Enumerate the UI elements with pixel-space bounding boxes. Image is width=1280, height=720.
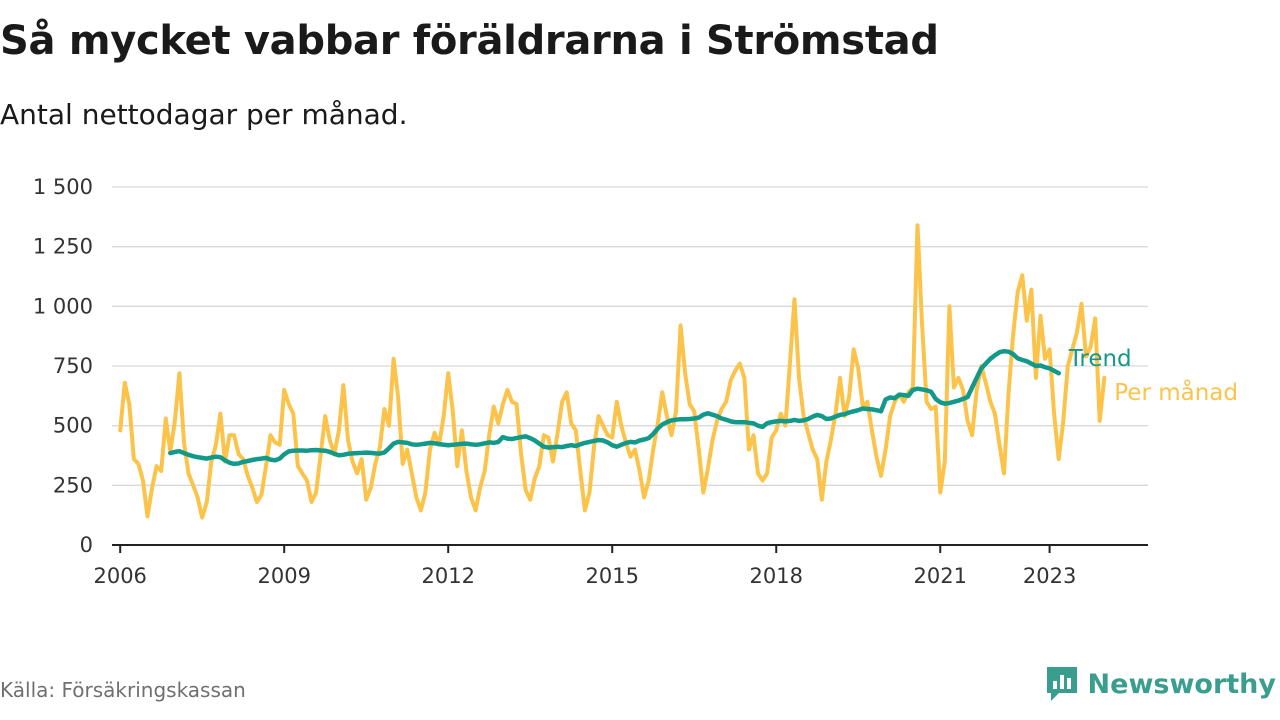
y-axis-tick-labels: 0 250 500 750 1 000 1 250 1 500 [33,175,93,557]
chart-title: Så mycket vabbar föräldrarna i Strömstad [0,18,939,64]
x-tick-label: 2006 [93,564,146,588]
series-lines [118,223,1107,520]
chart-subtitle: Antal nettodagar per månad. [0,98,408,131]
x-tick-label: 2021 [914,564,967,588]
y-tick-label: 1 000 [33,294,93,318]
x-tick-label: 2009 [257,564,310,588]
y-tick-label: 1 500 [33,175,93,199]
x-axis: 2006 2009 2012 2015 2018 2021 2023 [93,544,1148,588]
x-tick-label: 2018 [750,564,803,588]
series-label: Trend [1068,346,1132,372]
y-tick-label: 500 [53,414,93,438]
x-tick-label: 2012 [421,564,474,588]
source-note: Källa: Försäkringskassan [0,678,246,702]
y-tick-label: 1 250 [33,235,93,259]
y-tick-label: 0 [80,533,93,557]
gridlines [112,186,1148,486]
x-tick-label: 2023 [1023,564,1076,588]
x-tick-label: 2015 [586,564,639,588]
monthly-line [118,223,1107,520]
trend-line [168,348,1061,467]
brand-name: Newsworthy [1087,668,1276,700]
series-labels: Trend Per månad [1068,346,1238,406]
brand-logo: Newsworthy [1044,664,1276,704]
y-tick-label: 250 [53,473,93,497]
series-label: Per månad [1114,378,1238,406]
y-tick-label: 750 [53,354,93,378]
bar-chart-speech-bubble-icon [1046,667,1077,701]
